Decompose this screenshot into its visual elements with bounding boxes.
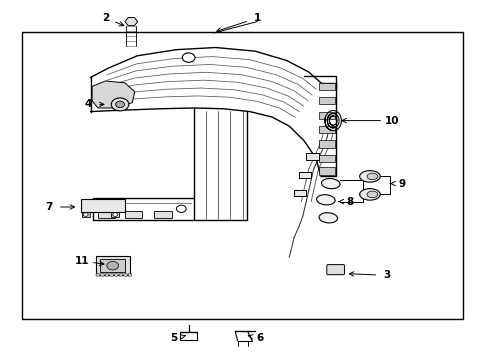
Ellipse shape (367, 191, 378, 198)
Text: 3: 3 (384, 270, 391, 280)
Bar (22, 32, 463, 319)
FancyBboxPatch shape (100, 274, 104, 276)
FancyBboxPatch shape (327, 265, 344, 275)
Ellipse shape (319, 213, 338, 223)
FancyBboxPatch shape (115, 274, 118, 276)
Ellipse shape (317, 195, 335, 205)
Circle shape (100, 205, 110, 212)
Circle shape (116, 101, 124, 108)
Text: 5: 5 (171, 333, 177, 343)
Bar (318, 155, 335, 162)
Circle shape (83, 213, 88, 216)
Circle shape (111, 98, 129, 111)
Bar (318, 140, 335, 148)
FancyBboxPatch shape (110, 274, 113, 276)
FancyBboxPatch shape (96, 274, 99, 276)
Bar (96, 256, 130, 275)
Bar (318, 112, 335, 119)
Text: 2: 2 (102, 13, 109, 23)
Polygon shape (125, 18, 138, 26)
Ellipse shape (321, 179, 340, 189)
Bar (82, 212, 90, 217)
Text: 9: 9 (398, 179, 405, 189)
Text: 6: 6 (256, 333, 263, 343)
Bar (100, 259, 125, 272)
Bar (111, 212, 119, 217)
Text: 11: 11 (75, 256, 90, 266)
Bar (318, 83, 335, 90)
Ellipse shape (360, 189, 380, 200)
Bar (299, 172, 311, 178)
Bar (154, 211, 171, 218)
FancyBboxPatch shape (105, 274, 109, 276)
Bar (98, 211, 115, 218)
Text: 4: 4 (84, 99, 92, 109)
Text: 7: 7 (45, 202, 53, 212)
Bar (306, 153, 318, 160)
Circle shape (176, 205, 186, 212)
Bar (81, 199, 125, 212)
Circle shape (107, 261, 119, 270)
Ellipse shape (367, 173, 378, 180)
Text: 8: 8 (347, 197, 354, 207)
Circle shape (182, 53, 195, 62)
FancyBboxPatch shape (119, 274, 122, 276)
Text: 1: 1 (254, 13, 261, 23)
FancyBboxPatch shape (124, 274, 127, 276)
Bar (318, 126, 335, 133)
Bar (294, 190, 306, 196)
Bar (125, 211, 142, 218)
Text: 10: 10 (385, 116, 399, 126)
Ellipse shape (360, 171, 380, 182)
Polygon shape (92, 81, 135, 108)
Circle shape (113, 213, 118, 216)
Bar (318, 167, 335, 175)
FancyBboxPatch shape (128, 274, 132, 276)
Bar (318, 97, 335, 104)
